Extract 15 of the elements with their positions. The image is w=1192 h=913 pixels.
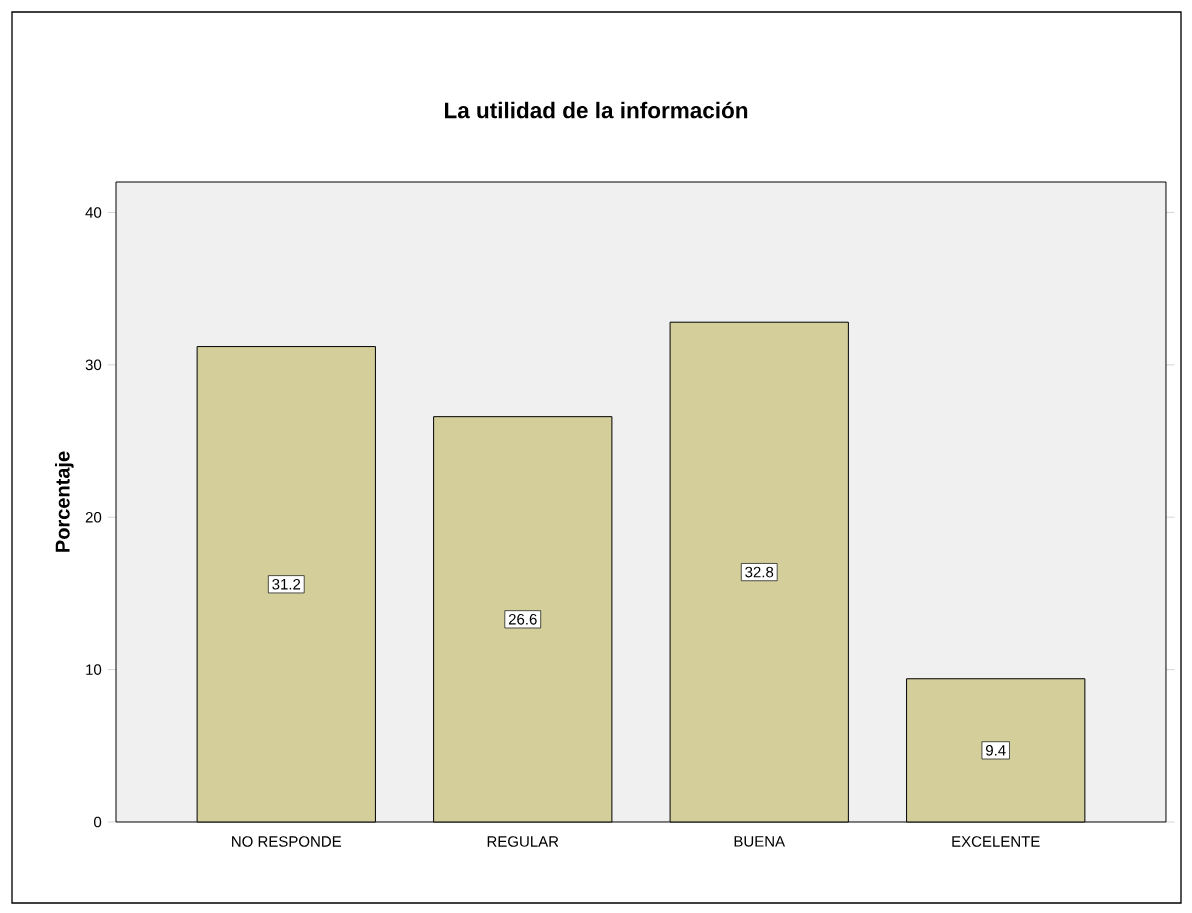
x-tick-label: REGULAR bbox=[487, 836, 559, 847]
x-tick-label: EXCELENTE bbox=[952, 836, 1040, 847]
data-label: 26.6 bbox=[508, 614, 537, 625]
y-tick-label: 10 bbox=[86, 664, 102, 675]
data-label: 32.8 bbox=[745, 566, 774, 578]
y-tick-label: 20 bbox=[85, 511, 102, 523]
data-label: 31.2 bbox=[272, 578, 301, 590]
x-tick-label: BUENA bbox=[734, 836, 786, 847]
chart-title: La utilidad de la información bbox=[445, 101, 748, 119]
x-tick-label: NO RESPONDE bbox=[232, 836, 342, 847]
y-axis-title: Porcentaje bbox=[55, 451, 74, 552]
y-tick-label: 30 bbox=[85, 359, 102, 371]
y-tick-label: 0 bbox=[94, 816, 102, 828]
y-tick-label: 40 bbox=[85, 207, 102, 218]
data-label: 9.4 bbox=[986, 745, 1006, 756]
